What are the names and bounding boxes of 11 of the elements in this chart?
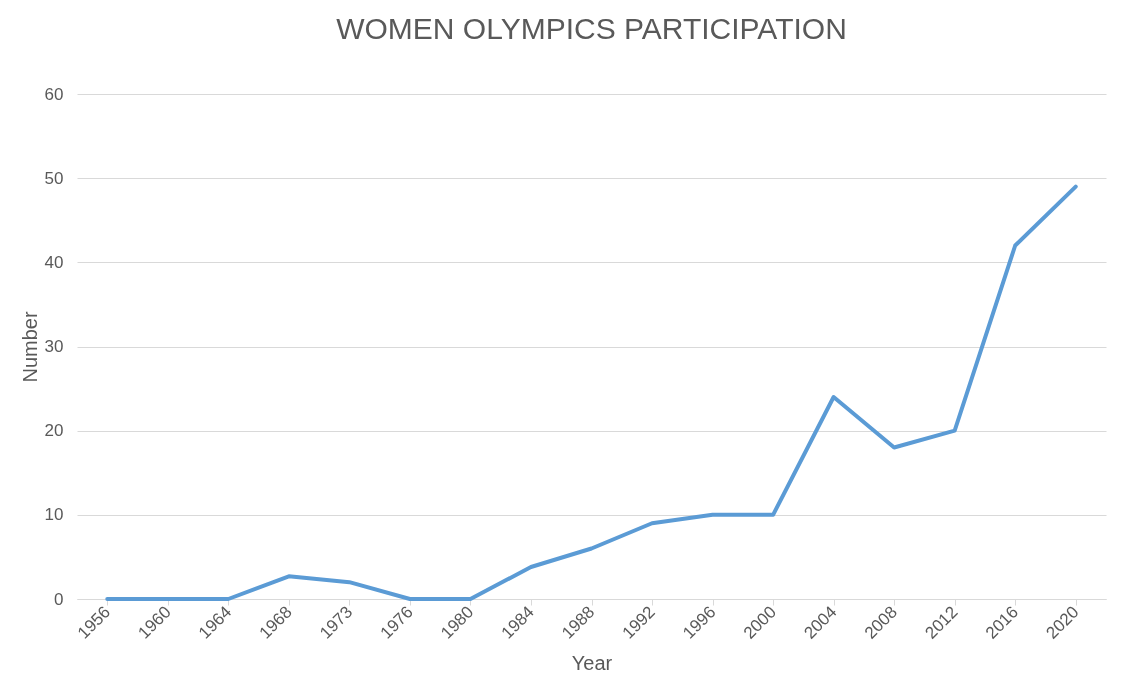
y-tick-label: 40: [44, 252, 64, 272]
y-tick-label: 60: [44, 84, 64, 104]
y-tick-label: 20: [44, 421, 64, 441]
x-axis-title: Year: [571, 651, 613, 674]
chart-title: WOMEN OLYMPICS PARTICIPATION: [336, 12, 847, 45]
line-series: [105, 184, 1078, 601]
y-tick-label: 0: [54, 589, 64, 609]
y-tick-label: 30: [44, 337, 64, 356]
y-tick-label: 10: [44, 505, 64, 525]
y-tick-label: 50: [44, 168, 64, 188]
y-axis-title: Number: [18, 311, 41, 383]
